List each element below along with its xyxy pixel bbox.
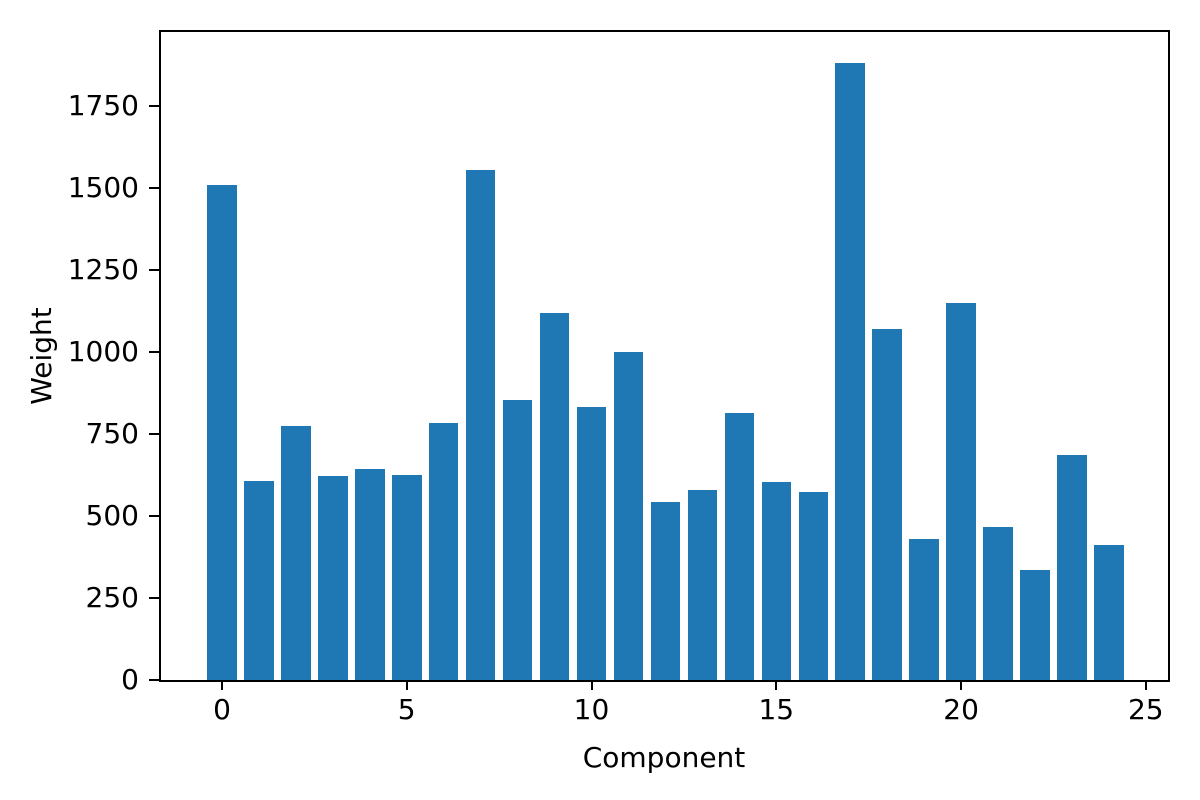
bar bbox=[207, 185, 237, 680]
bar bbox=[576, 406, 607, 680]
bar bbox=[465, 169, 496, 680]
x-tick-label: 0 bbox=[213, 693, 231, 726]
bar bbox=[761, 481, 792, 680]
bar bbox=[428, 422, 459, 680]
plot-inner: 0 250 500 750 1000 1250 1500 1750 0 5 10 15 20 25 bbox=[68, 32, 1168, 724]
bar bbox=[244, 480, 274, 680]
y-tick-mark bbox=[149, 514, 159, 517]
y-tick-mark bbox=[149, 596, 159, 599]
y-tick-label: 0 bbox=[121, 663, 139, 696]
y-tick-mark bbox=[149, 268, 159, 271]
y-tick-label: 1000 bbox=[67, 334, 139, 368]
bar bbox=[1020, 569, 1050, 680]
y-tick-label: 750 bbox=[85, 416, 139, 450]
y-tick-label: 500 bbox=[85, 498, 139, 532]
bar bbox=[1057, 454, 1087, 680]
x-tick-mark bbox=[775, 680, 778, 690]
y-tick-mark bbox=[149, 432, 159, 435]
x-tick-mark bbox=[960, 680, 963, 690]
bar bbox=[835, 62, 865, 680]
y-tick-label: 250 bbox=[85, 580, 139, 614]
x-tick-mark bbox=[1144, 680, 1147, 690]
x-axis-label: Component bbox=[582, 741, 746, 774]
x-tick-mark bbox=[221, 680, 223, 690]
bar bbox=[946, 302, 976, 680]
x-tick-label: 15 bbox=[758, 693, 795, 726]
y-tick-label: 1250 bbox=[67, 252, 139, 286]
bar bbox=[983, 527, 1013, 680]
bar bbox=[1094, 544, 1124, 680]
bar bbox=[355, 468, 385, 680]
x-tick-mark bbox=[405, 680, 408, 690]
y-tick-label: 1750 bbox=[67, 88, 139, 122]
x-tick-label: 20 bbox=[943, 693, 979, 726]
plot-area: 0 250 500 750 1000 1250 1500 1750 0 5 10 15 20 25 bbox=[68, 30, 1170, 724]
bar bbox=[724, 413, 755, 680]
y-tick-label: 1500 bbox=[67, 170, 139, 204]
y-tick-mark bbox=[149, 679, 159, 681]
bar bbox=[392, 474, 422, 680]
x-tick-label: 5 bbox=[397, 693, 416, 726]
x-tick-mark bbox=[590, 680, 593, 690]
y-tick-mark bbox=[149, 186, 159, 189]
bar bbox=[798, 491, 829, 680]
bar bbox=[502, 400, 533, 680]
y-axis-label: Weight bbox=[25, 307, 58, 405]
x-tick-label: 25 bbox=[1127, 693, 1164, 726]
x-tick-label: 10 bbox=[573, 693, 610, 726]
bar bbox=[318, 475, 348, 680]
bar bbox=[687, 489, 718, 680]
bar bbox=[872, 329, 902, 680]
bar bbox=[650, 502, 681, 680]
bar bbox=[909, 538, 939, 680]
y-tick-mark bbox=[149, 104, 159, 107]
bar bbox=[613, 352, 644, 680]
y-tick-mark bbox=[149, 350, 159, 353]
bar bbox=[539, 313, 570, 680]
bar bbox=[281, 425, 311, 680]
